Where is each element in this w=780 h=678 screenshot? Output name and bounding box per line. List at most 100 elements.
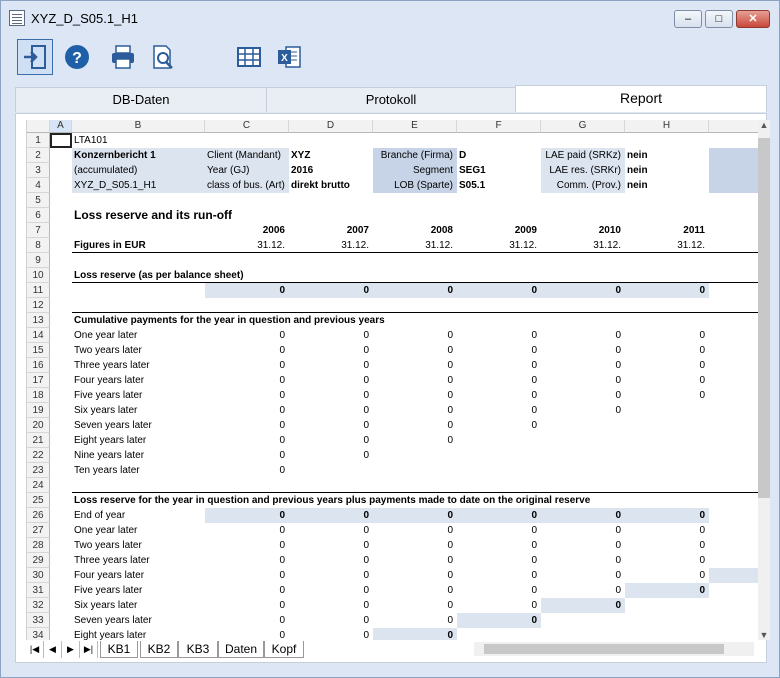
row-header-28[interactable]: 28 (27, 538, 50, 553)
row-header-33[interactable]: 33 (27, 613, 50, 628)
row-label: Five years later (74, 585, 143, 596)
row-header-7[interactable]: 7 (27, 223, 50, 238)
value-cell: 0 (531, 510, 537, 521)
row-header-9[interactable]: 9 (27, 253, 50, 268)
column-header-e[interactable]: E (373, 120, 457, 133)
row-header-3[interactable]: 3 (27, 163, 50, 178)
sheet-tab-kopf[interactable]: Kopf (264, 641, 304, 658)
horizontal-scroll-thumb[interactable] (484, 644, 724, 654)
sheet-tab-daten[interactable]: Daten (218, 641, 264, 658)
column-header-c[interactable]: C (205, 120, 289, 133)
table-view-button[interactable] (231, 39, 267, 75)
minimize-button[interactable]: – (674, 10, 702, 28)
cell-shading (541, 598, 625, 613)
tab-protokoll[interactable]: Protokoll (266, 87, 516, 112)
excel-icon: X (278, 46, 301, 68)
column-header-h[interactable]: H (625, 120, 709, 133)
row-header-23[interactable]: 23 (27, 463, 50, 478)
table-icon (237, 47, 261, 67)
row-header-6[interactable]: 6 (27, 208, 50, 223)
close-button[interactable]: ✕ (736, 10, 770, 28)
date-header: 31.12. (257, 240, 285, 251)
row-header-14[interactable]: 14 (27, 328, 50, 343)
exit-button[interactable] (17, 39, 53, 75)
row-header-31[interactable]: 31 (27, 583, 50, 598)
row-header-5[interactable]: 5 (27, 193, 50, 208)
column-header-a[interactable]: A (50, 120, 72, 133)
horizontal-scrollbar[interactable] (474, 642, 754, 656)
value-cell: 0 (615, 390, 621, 401)
row-header-24[interactable]: 24 (27, 478, 50, 493)
column-header-b[interactable]: B (72, 120, 205, 133)
scroll-down-icon[interactable]: ▼ (759, 630, 769, 640)
row-header-10[interactable]: 10 (27, 268, 50, 283)
row-header-25[interactable]: 25 (27, 493, 50, 508)
row-header-29[interactable]: 29 (27, 553, 50, 568)
row-label: Nine years later (74, 450, 145, 461)
value-cell: 0 (363, 375, 369, 386)
toolbar: ? X (9, 35, 771, 81)
row-header-2[interactable]: 2 (27, 148, 50, 163)
select-all-corner[interactable] (27, 120, 50, 133)
sheet-tab-kb3[interactable]: KB3 (178, 641, 218, 658)
value-cell: 0 (279, 285, 285, 296)
row-header-13[interactable]: 13 (27, 313, 50, 328)
value-cell: 0 (615, 285, 621, 296)
row-header-16[interactable]: 16 (27, 358, 50, 373)
next-sheet-button[interactable]: ▶ (62, 641, 80, 658)
value-cell: 0 (699, 285, 705, 296)
help-button[interactable]: ? (59, 39, 95, 75)
first-sheet-button[interactable]: |◀ (26, 641, 44, 658)
section-rule (72, 312, 758, 313)
value-cell: 0 (279, 525, 285, 536)
tab-report[interactable]: Report (515, 85, 767, 112)
sheet-tab-kb2[interactable]: KB2 (140, 641, 178, 658)
row-header-30[interactable]: 30 (27, 568, 50, 583)
column-header-d[interactable]: D (289, 120, 373, 133)
print-button[interactable] (105, 39, 141, 75)
date-header: 31.12. (677, 240, 705, 251)
row-header-1[interactable]: 1 (27, 133, 50, 148)
row-header-12[interactable]: 12 (27, 298, 50, 313)
value-cell: 0 (363, 570, 369, 581)
row-header-22[interactable]: 22 (27, 448, 50, 463)
column-header-g[interactable]: G (541, 120, 625, 133)
vertical-scrollbar[interactable]: ▲ ▼ (758, 120, 770, 640)
column-header-f[interactable]: F (457, 120, 541, 133)
value-cell: 0 (363, 360, 369, 371)
row-header-15[interactable]: 15 (27, 343, 50, 358)
row-header-17[interactable]: 17 (27, 373, 50, 388)
excel-export-button[interactable]: X (271, 39, 307, 75)
row-header-4[interactable]: 4 (27, 178, 50, 193)
print-preview-button[interactable] (145, 39, 181, 75)
value-cell: 0 (531, 570, 537, 581)
value-cell: 0 (531, 525, 537, 536)
row-header-26[interactable]: 26 (27, 508, 50, 523)
row-header-18[interactable]: 18 (27, 388, 50, 403)
sheet-tab-kb1[interactable]: KB1 (100, 641, 138, 658)
column-header-next[interactable] (709, 120, 758, 133)
active-cell-a1[interactable] (50, 133, 72, 148)
row-header-32[interactable]: 32 (27, 598, 50, 613)
tab-db-daten[interactable]: DB-Daten (15, 87, 267, 112)
row-header-34[interactable]: 34 (27, 628, 50, 640)
row-header-19[interactable]: 19 (27, 403, 50, 418)
maximize-button[interactable]: □ (705, 10, 733, 28)
value-cell: 0 (447, 630, 453, 640)
year-header: 2 (709, 223, 758, 238)
value-cell: 0 (363, 420, 369, 431)
row-header-8[interactable]: 8 (27, 238, 50, 253)
vertical-scroll-thumb[interactable] (758, 138, 770, 498)
section-rule (72, 492, 758, 493)
spreadsheet-grid[interactable]: A B C D E F G H 1 2 3 4 5 6 7 8 9 10 11 12 13 14 15 16 17 18 19 20 2… (26, 120, 758, 640)
scroll-up-icon[interactable]: ▲ (759, 120, 769, 130)
row-header-11[interactable]: 11 (27, 283, 50, 298)
row-header-20[interactable]: 20 (27, 418, 50, 433)
value-cell: 0 (615, 510, 621, 521)
row-header-21[interactable]: 21 (27, 433, 50, 448)
value-cell: 0 (447, 600, 453, 611)
prev-sheet-button[interactable]: ◀ (44, 641, 62, 658)
value-cell: 0 (279, 540, 285, 551)
row-header-27[interactable]: 27 (27, 523, 50, 538)
last-sheet-button[interactable]: ▶| (80, 641, 98, 658)
